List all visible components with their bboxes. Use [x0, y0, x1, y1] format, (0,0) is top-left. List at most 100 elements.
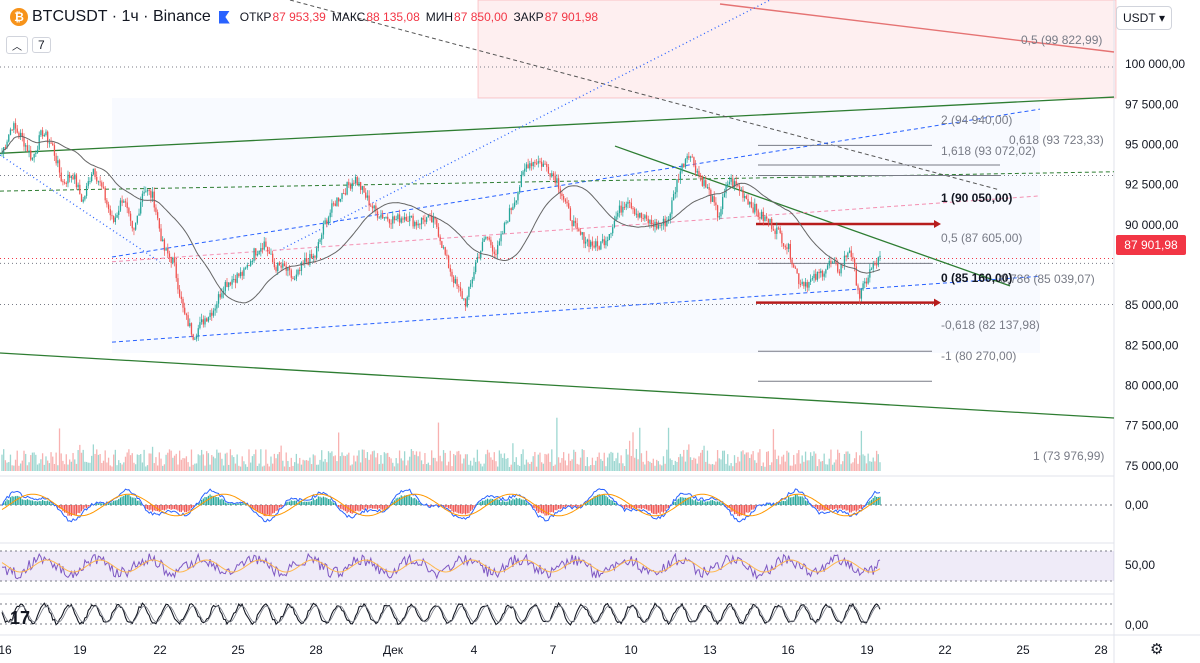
candle-body [18, 132, 20, 137]
macd-histogram [412, 498, 414, 505]
candle-body [769, 218, 771, 223]
macd-histogram [75, 505, 78, 515]
macd-histogram [158, 505, 160, 512]
candle-body [312, 256, 314, 258]
macd-histogram [351, 505, 353, 514]
candle-body [696, 171, 698, 173]
volume-bar [96, 449, 98, 471]
volume-bar [838, 452, 841, 471]
candle-body [204, 318, 206, 325]
macd-histogram [456, 505, 458, 513]
candle-body [392, 216, 394, 224]
volume-bar [830, 449, 832, 471]
macd-histogram [830, 505, 832, 509]
candle-body [58, 160, 61, 173]
volume-bar [393, 466, 396, 471]
candle-body [539, 161, 541, 163]
macd-histogram [563, 505, 565, 507]
candle-body [277, 262, 279, 272]
macd-histogram [793, 496, 795, 505]
macd-histogram [799, 496, 802, 505]
currency-selector[interactable]: USDT ▾ [1116, 6, 1172, 30]
bitcoin-icon[interactable]: ₿ [10, 8, 28, 26]
candle-body [6, 141, 8, 148]
volume-bar [23, 450, 25, 471]
macd-histogram [703, 502, 705, 505]
macd-histogram [622, 505, 624, 507]
volume-bar [283, 466, 286, 471]
volume-bar [720, 459, 722, 471]
volume-bar [835, 459, 837, 471]
volume-bar [716, 450, 719, 471]
candle-body [148, 189, 150, 191]
gear-icon[interactable]: ⚙ [1150, 641, 1164, 658]
candle-body [316, 248, 318, 258]
macd-histogram [659, 505, 661, 514]
candle-body [857, 285, 859, 291]
candle-body [571, 220, 573, 227]
volume-bar [168, 449, 171, 471]
candle-body [354, 177, 357, 184]
macd-histogram [373, 505, 375, 509]
candle-body [43, 134, 45, 137]
macd-histogram [442, 505, 445, 506]
flag-icon[interactable] [218, 10, 230, 24]
macd-histogram [620, 505, 622, 506]
macd-histogram [272, 505, 274, 514]
macd-histogram [371, 505, 374, 509]
candle-body [608, 234, 610, 241]
volume-bar [75, 463, 78, 471]
candle-body [830, 260, 832, 264]
volume-bar [439, 455, 441, 471]
candle-body [385, 216, 387, 218]
indicators-count[interactable]: 7 [32, 37, 51, 53]
candle-body [265, 241, 267, 247]
volume-bar [206, 451, 208, 471]
candle-body [155, 207, 157, 213]
candle-body [187, 315, 189, 327]
macd-histogram [36, 501, 39, 505]
macd-histogram [321, 497, 323, 505]
macd-histogram [869, 500, 871, 505]
candle-body [823, 273, 825, 277]
volume-bar [31, 452, 34, 471]
volume-bar [153, 463, 155, 471]
volume-bar [576, 463, 578, 471]
candle-body [182, 298, 184, 308]
candle-body [131, 220, 133, 229]
volume-bar [67, 464, 69, 471]
volume-bar [55, 452, 57, 471]
volume-bar [432, 457, 435, 471]
candle-body [738, 186, 741, 191]
macd-histogram [288, 501, 291, 505]
candle-body [65, 182, 67, 184]
macd-histogram [463, 505, 465, 514]
volume-bar [248, 449, 250, 471]
indicators-toggle[interactable]: ︿ 7 [6, 36, 51, 54]
volume-bar [72, 452, 74, 471]
volume-bar [579, 457, 582, 471]
chevron-up-icon[interactable]: ︿ [6, 36, 28, 54]
macd-histogram [415, 499, 418, 505]
candle-body [168, 253, 171, 257]
macd-histogram [197, 504, 199, 505]
volume-bar [774, 449, 776, 471]
candle-body [463, 298, 465, 300]
macd-histogram [354, 505, 357, 512]
candle-body [776, 227, 778, 234]
candle-body [498, 241, 501, 246]
candle-body [192, 334, 194, 340]
macd-histogram [842, 505, 844, 511]
volume-bar [383, 452, 385, 471]
volume-bar [167, 452, 169, 471]
symbol-title[interactable]: BTCUSDT · 1ч · Binance [32, 8, 211, 25]
candle-body [735, 181, 737, 186]
macd-histogram [478, 502, 480, 505]
candle-body [750, 201, 753, 208]
macd-histogram [835, 505, 837, 509]
macd-histogram [87, 505, 89, 507]
macd-histogram [556, 505, 558, 511]
macd-histogram [25, 500, 27, 505]
candle-body [549, 173, 551, 177]
